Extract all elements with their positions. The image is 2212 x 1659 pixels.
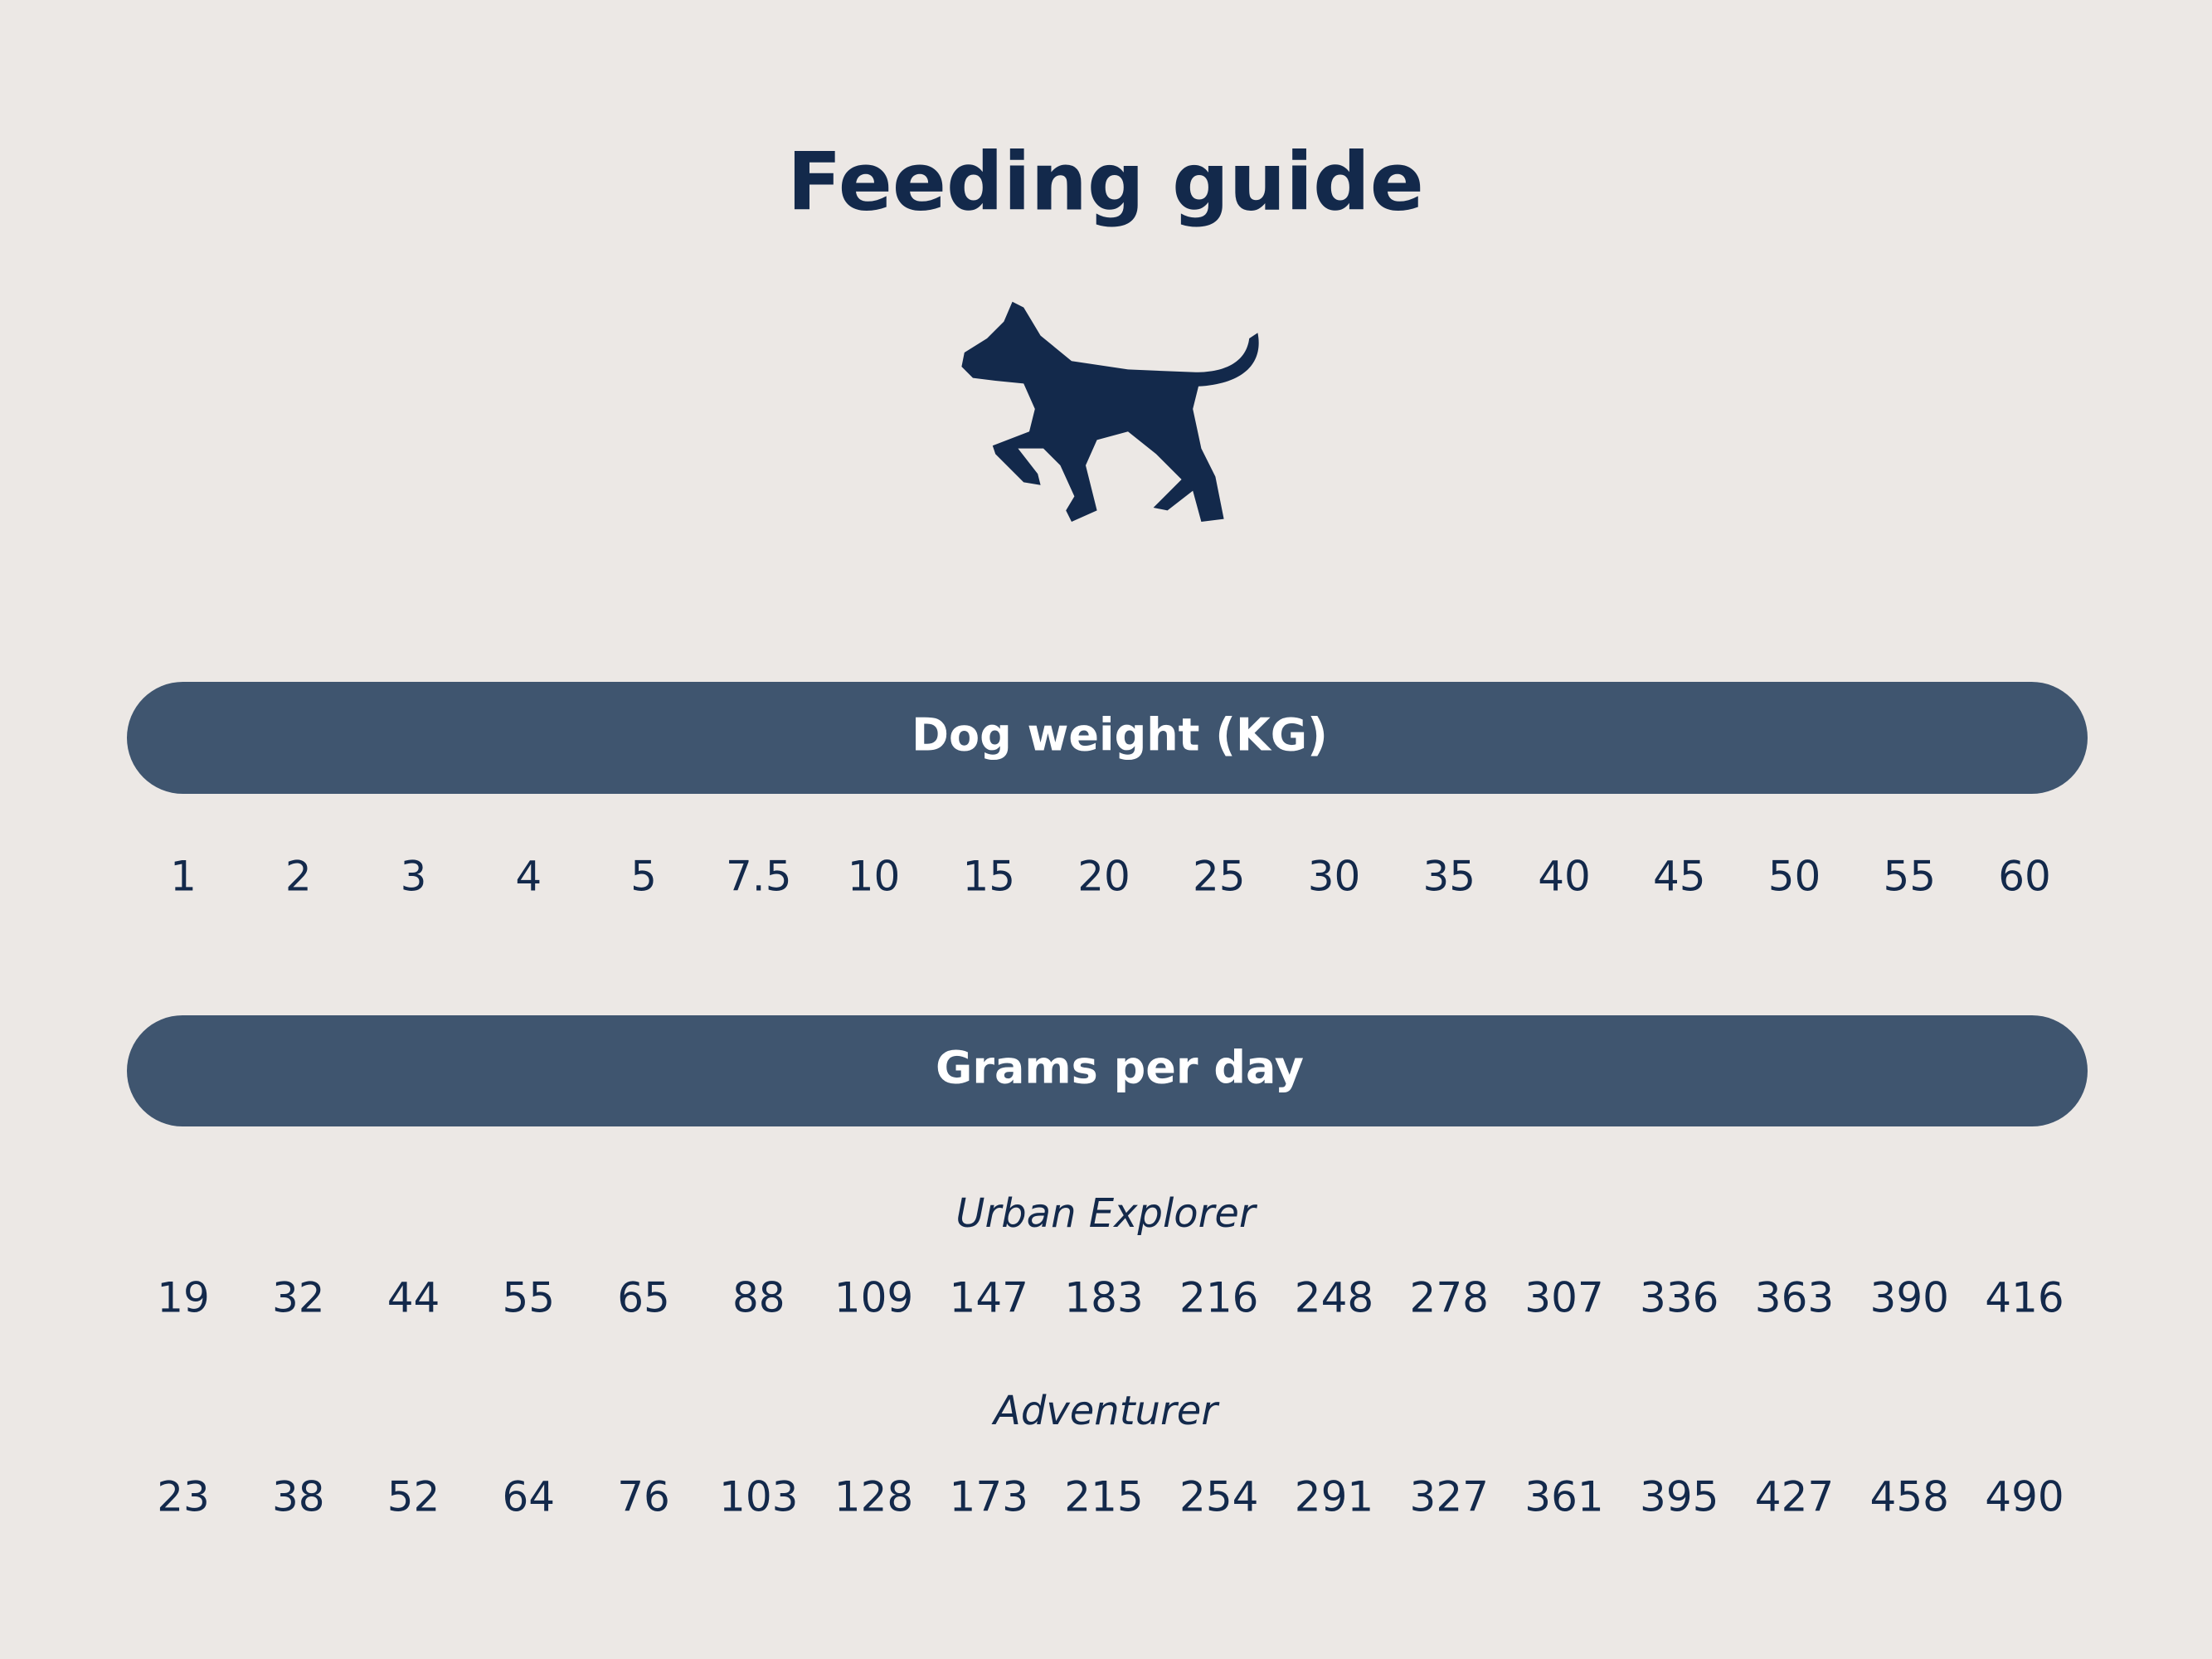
- weight-header: Dog weight (KG): [912, 709, 1328, 761]
- weight-value: 7.5: [726, 853, 792, 901]
- title: Feeding guide: [787, 135, 1424, 228]
- grams-value: 216: [1179, 1274, 1258, 1322]
- weight-header-bar: [127, 682, 2088, 794]
- grams-value: 458: [1870, 1473, 1949, 1521]
- grams-value: 103: [719, 1473, 798, 1521]
- grams-value: 336: [1640, 1274, 1719, 1322]
- grams-value: 44: [387, 1274, 440, 1322]
- grams-value: 248: [1295, 1274, 1373, 1322]
- weight-value: 30: [1308, 853, 1361, 901]
- weight-value: 55: [1883, 853, 1936, 901]
- weight-value: 35: [1422, 853, 1475, 901]
- weight-value: 10: [848, 853, 901, 901]
- dog-icon: [961, 301, 1259, 522]
- grams-value: 55: [502, 1274, 555, 1322]
- grams-value: 215: [1064, 1473, 1143, 1521]
- weight-value: 45: [1653, 853, 1706, 901]
- weight-value: 5: [630, 853, 657, 901]
- weight-value: 2: [285, 853, 312, 901]
- grams-value: 361: [1524, 1473, 1603, 1521]
- grams-value: 427: [1755, 1473, 1834, 1521]
- grams-value: 395: [1640, 1473, 1719, 1521]
- grams-header-bar: [127, 1015, 2088, 1126]
- grams-value: 416: [1985, 1274, 2064, 1322]
- grams-value: 327: [1410, 1473, 1489, 1521]
- weight-value: 25: [1193, 853, 1246, 901]
- grams-header: Grams per day: [936, 1042, 1304, 1094]
- grams-value: 147: [950, 1274, 1028, 1322]
- weight-value: 40: [1538, 853, 1591, 901]
- grams-value: 307: [1524, 1274, 1603, 1322]
- series-name: Urban Explorer: [955, 1190, 1258, 1237]
- grams-value: 64: [502, 1473, 555, 1521]
- grams-value: 52: [387, 1473, 440, 1521]
- grams-value: 32: [272, 1274, 325, 1322]
- grams-value: 183: [1064, 1274, 1143, 1322]
- weight-value: 60: [1998, 853, 2051, 901]
- grams-value: 128: [834, 1473, 913, 1521]
- grams-value: 23: [157, 1473, 210, 1521]
- weight-value: 1: [170, 853, 197, 901]
- weight-value: 4: [515, 853, 542, 901]
- grams-value: 65: [617, 1274, 670, 1322]
- grams-value: 88: [732, 1274, 785, 1322]
- grams-value: 109: [834, 1274, 913, 1322]
- grams-value: 278: [1410, 1274, 1489, 1322]
- grams-value: 490: [1985, 1473, 2064, 1521]
- grams-value: 363: [1755, 1274, 1834, 1322]
- grams-value: 254: [1179, 1473, 1258, 1521]
- weight-value: 50: [1768, 853, 1821, 901]
- series-name: Adventurer: [991, 1388, 1220, 1434]
- grams-value: 390: [1870, 1274, 1949, 1322]
- weight-value: 15: [962, 853, 1015, 901]
- grams-value: 291: [1295, 1473, 1373, 1521]
- grams-value: 76: [617, 1473, 670, 1521]
- weight-value: 20: [1077, 853, 1130, 901]
- grams-value: 38: [272, 1473, 325, 1521]
- grams-value: 173: [950, 1473, 1028, 1521]
- grams-value: 19: [157, 1274, 210, 1322]
- weight-value: 3: [401, 853, 427, 901]
